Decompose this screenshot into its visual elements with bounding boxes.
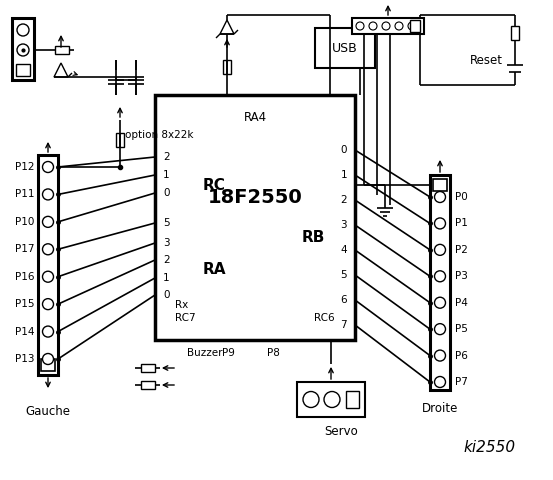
Text: USB: USB <box>332 41 358 55</box>
Bar <box>155 95 355 340</box>
Text: RC: RC <box>203 178 226 192</box>
Circle shape <box>43 189 54 200</box>
Circle shape <box>43 353 54 364</box>
Text: P17: P17 <box>14 244 34 254</box>
Text: Reset: Reset <box>470 53 503 67</box>
Circle shape <box>395 22 403 30</box>
Bar <box>433 179 447 191</box>
Text: P16: P16 <box>14 272 34 282</box>
Text: Buzzer: Buzzer <box>187 348 223 358</box>
Circle shape <box>303 392 319 408</box>
Circle shape <box>382 22 390 30</box>
Text: 0: 0 <box>163 188 170 198</box>
Bar <box>410 20 420 32</box>
Text: 1: 1 <box>163 170 170 180</box>
Text: 6: 6 <box>341 295 347 305</box>
Text: 2: 2 <box>163 152 170 162</box>
Circle shape <box>435 376 446 387</box>
Circle shape <box>43 244 54 255</box>
Text: Rx: Rx <box>175 300 188 310</box>
Text: 2: 2 <box>163 255 170 265</box>
Text: 0: 0 <box>341 145 347 155</box>
Text: 4: 4 <box>341 245 347 255</box>
Circle shape <box>435 271 446 282</box>
Bar <box>352 18 424 34</box>
Bar <box>38 155 58 375</box>
Circle shape <box>17 44 29 56</box>
Circle shape <box>435 324 446 335</box>
Text: P9: P9 <box>222 348 234 358</box>
Text: P10: P10 <box>14 217 34 227</box>
Text: P6: P6 <box>455 350 468 360</box>
Circle shape <box>435 192 446 203</box>
Text: 18F2550: 18F2550 <box>207 188 302 207</box>
Bar <box>346 391 359 408</box>
Circle shape <box>435 350 446 361</box>
Bar <box>116 133 124 147</box>
Text: option 8x22k: option 8x22k <box>125 130 194 140</box>
Text: 0: 0 <box>163 290 170 300</box>
Text: 1: 1 <box>341 170 347 180</box>
Circle shape <box>43 326 54 337</box>
Circle shape <box>356 22 364 30</box>
Text: Gauche: Gauche <box>25 405 70 418</box>
Bar <box>140 381 154 389</box>
Text: 3: 3 <box>163 238 170 248</box>
Circle shape <box>435 297 446 308</box>
Circle shape <box>435 244 446 255</box>
Text: P1: P1 <box>455 218 468 228</box>
Bar <box>511 25 519 39</box>
Text: Droite: Droite <box>422 402 458 415</box>
Bar <box>16 64 30 76</box>
Text: 2: 2 <box>341 195 347 205</box>
Text: Servo: Servo <box>324 425 358 438</box>
Text: 1: 1 <box>163 273 170 283</box>
Text: RC7: RC7 <box>175 313 196 323</box>
Text: 5: 5 <box>163 218 170 228</box>
Text: RA4: RA4 <box>243 111 267 124</box>
Circle shape <box>408 22 416 30</box>
Text: P7: P7 <box>455 377 468 387</box>
Bar <box>315 28 375 68</box>
Text: RB: RB <box>301 230 325 245</box>
Text: P4: P4 <box>455 298 468 308</box>
Text: RA: RA <box>203 263 227 277</box>
Text: 5: 5 <box>341 270 347 280</box>
Bar <box>12 18 34 80</box>
Polygon shape <box>54 63 68 77</box>
Text: P12: P12 <box>14 162 34 172</box>
Text: P8: P8 <box>267 348 279 358</box>
Text: P15: P15 <box>14 299 34 309</box>
Text: P2: P2 <box>455 245 468 255</box>
Circle shape <box>43 271 54 282</box>
Text: 7: 7 <box>341 320 347 330</box>
Text: 3: 3 <box>341 220 347 230</box>
Bar <box>55 46 69 54</box>
Text: P11: P11 <box>14 190 34 199</box>
Circle shape <box>435 218 446 229</box>
Circle shape <box>43 216 54 228</box>
Text: ki2550: ki2550 <box>464 441 516 456</box>
Circle shape <box>324 392 340 408</box>
Text: P0: P0 <box>455 192 468 202</box>
Circle shape <box>17 24 29 36</box>
Circle shape <box>43 299 54 310</box>
Bar <box>140 364 154 372</box>
Text: RC6: RC6 <box>314 313 335 323</box>
Text: P14: P14 <box>14 326 34 336</box>
Bar <box>41 359 55 371</box>
Bar <box>297 382 365 417</box>
Circle shape <box>369 22 377 30</box>
Polygon shape <box>220 20 234 34</box>
Circle shape <box>43 161 54 172</box>
Text: P3: P3 <box>455 271 468 281</box>
Text: P5: P5 <box>455 324 468 334</box>
Bar <box>430 175 450 390</box>
Bar <box>223 60 231 73</box>
Text: P13: P13 <box>14 354 34 364</box>
